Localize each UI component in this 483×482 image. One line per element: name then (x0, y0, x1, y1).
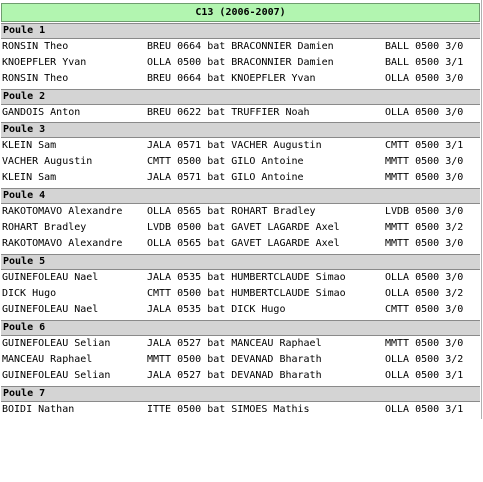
match-row: GUINEFOLEAU Selian JALA 0527 bat MANCEAU… (0, 336, 483, 352)
match-result: OLLA 0500 bat BRACONNIER Damien (147, 57, 334, 68)
opponent-score: OLLA 0500 3/0 (385, 73, 464, 84)
match-row: KNOEPFLER Yvan OLLA 0500 bat BRACONNIER … (0, 55, 483, 71)
player-name: BOIDI Nathan (2, 404, 75, 415)
poule-header: Poule 5 (1, 254, 480, 270)
match-result: BREU 0664 bat BRACONNIER Damien (147, 41, 334, 52)
opponent-score: LVDB 0500 3/0 (385, 206, 464, 217)
opponent-score: OLLA 0500 3/0 (385, 107, 464, 118)
match-row: RONSIN Theo BREU 0664 bat BRACONNIER Dam… (0, 39, 483, 55)
match-result: OLLA 0565 bat GAVET LAGARDE Axel (147, 238, 340, 249)
match-row: GANDOIS Anton BREU 0622 bat TRUFFIER Noa… (0, 105, 483, 121)
poule-header: Poule 2 (1, 89, 480, 105)
player-name: DICK Hugo (2, 288, 57, 299)
opponent-score: OLLA 0500 3/2 (385, 288, 464, 299)
opponent-score: BALL 0500 3/0 (385, 41, 464, 52)
match-result: MMTT 0500 bat DEVANAD Bharath (147, 354, 322, 365)
results-sheet: C13 (2006-2007) Poule 1 RONSIN Theo BREU… (0, 0, 483, 419)
match-row: RAKOTOMAVO Alexandre OLLA 0565 bat ROHAR… (0, 204, 483, 220)
match-row: RONSIN Theo BREU 0664 bat KNOEPFLER Yvan… (0, 71, 483, 87)
match-result: CMTT 0500 bat HUMBERTCLAUDE Simao (147, 288, 346, 299)
opponent-score: OLLA 0500 3/1 (385, 404, 464, 415)
poule-header: Poule 1 (1, 23, 480, 39)
opponent-score: MMTT 0500 3/2 (385, 222, 464, 233)
match-row: BOIDI Nathan ITTE 0500 bat SIMOES Mathis… (0, 402, 483, 418)
opponent-score: MMTT 0500 3/0 (385, 172, 464, 183)
opponent-score: OLLA 0500 3/0 (385, 272, 464, 283)
match-result: JALA 0535 bat HUMBERTCLAUDE Simao (147, 272, 346, 283)
player-name: GANDOIS Anton (2, 107, 81, 118)
poule-header: Poule 3 (1, 122, 480, 138)
player-name: GUINEFOLEAU Selian (2, 370, 111, 381)
player-name: GUINEFOLEAU Nael (2, 304, 99, 315)
match-row: GUINEFOLEAU Nael JALA 0535 bat DICK Hugo… (0, 302, 483, 318)
opponent-score: MMTT 0500 3/0 (385, 238, 464, 249)
match-row: GUINEFOLEAU Selian JALA 0527 bat DEVANAD… (0, 368, 483, 384)
match-result: JALA 0571 bat VACHER Augustin (147, 140, 322, 151)
match-row: GUINEFOLEAU Nael JALA 0535 bat HUMBERTCL… (0, 270, 483, 286)
opponent-score: MMTT 0500 3/0 (385, 156, 464, 167)
player-name: KLEIN Sam (2, 172, 57, 183)
player-name: ROHART Bradley (2, 222, 87, 233)
player-name: GUINEFOLEAU Nael (2, 272, 99, 283)
match-row: DICK Hugo CMTT 0500 bat HUMBERTCLAUDE Si… (0, 286, 483, 302)
player-name: KNOEPFLER Yvan (2, 57, 87, 68)
player-name: MANCEAU Raphael (2, 354, 93, 365)
match-result: BREU 0622 bat TRUFFIER Noah (147, 107, 310, 118)
poule-header: Poule 4 (1, 188, 480, 204)
match-row: KLEIN Sam JALA 0571 bat VACHER Augustin … (0, 138, 483, 154)
match-result: BREU 0664 bat KNOEPFLER Yvan (147, 73, 316, 84)
opponent-score: CMTT 0500 3/1 (385, 140, 464, 151)
match-result: LVDB 0500 bat GAVET LAGARDE Axel (147, 222, 340, 233)
opponent-score: BALL 0500 3/1 (385, 57, 464, 68)
match-row: RAKOTOMAVO Alexandre OLLA 0565 bat GAVET… (0, 236, 483, 252)
player-name: KLEIN Sam (2, 140, 57, 151)
match-result: JALA 0535 bat DICK Hugo (147, 304, 286, 315)
player-name: RAKOTOMAVO Alexandre (2, 206, 123, 217)
page-title: C13 (2006-2007) (1, 3, 480, 22)
match-result: CMTT 0500 bat GILO Antoine (147, 156, 304, 167)
match-row: MANCEAU Raphael MMTT 0500 bat DEVANAD Bh… (0, 352, 483, 368)
opponent-score: MMTT 0500 3/0 (385, 338, 464, 349)
player-name: RAKOTOMAVO Alexandre (2, 238, 123, 249)
opponent-score: CMTT 0500 3/0 (385, 304, 464, 315)
poule-header: Poule 6 (1, 320, 480, 336)
match-result: JALA 0527 bat MANCEAU Raphael (147, 338, 322, 349)
match-result: ITTE 0500 bat SIMOES Mathis (147, 404, 310, 415)
match-row: KLEIN Sam JALA 0571 bat GILO Antoine MMT… (0, 170, 483, 186)
poule-header: Poule 7 (1, 386, 480, 402)
player-name: VACHER Augustin (2, 156, 93, 167)
match-result: OLLA 0565 bat ROHART Bradley (147, 206, 316, 217)
match-result: JALA 0571 bat GILO Antoine (147, 172, 304, 183)
player-name: GUINEFOLEAU Selian (2, 338, 111, 349)
opponent-score: OLLA 0500 3/1 (385, 370, 464, 381)
match-result: JALA 0527 bat DEVANAD Bharath (147, 370, 322, 381)
opponent-score: OLLA 0500 3/2 (385, 354, 464, 365)
match-row: ROHART Bradley LVDB 0500 bat GAVET LAGAR… (0, 220, 483, 236)
player-name: RONSIN Theo (2, 73, 69, 84)
match-row: VACHER Augustin CMTT 0500 bat GILO Antoi… (0, 154, 483, 170)
player-name: RONSIN Theo (2, 41, 69, 52)
